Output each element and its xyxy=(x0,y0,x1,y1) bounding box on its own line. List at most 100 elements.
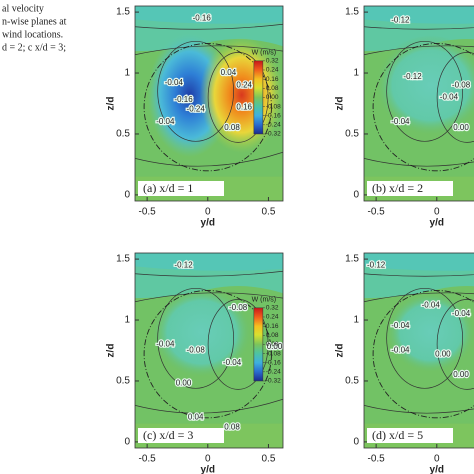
panel-label: (b) x/d = 2 xyxy=(372,181,423,195)
y-tick-label: 0.5 xyxy=(116,129,130,140)
contour-label: 0.00 xyxy=(453,123,469,132)
contour-label: -0.08 xyxy=(187,346,206,355)
contour-label: 0.04 xyxy=(188,413,204,422)
x-tick-label: -0.5 xyxy=(139,454,157,465)
colorbar-tick-label: 0.16 xyxy=(266,323,279,330)
x-tick-label: 0 xyxy=(434,454,440,465)
top-band xyxy=(135,253,283,271)
y-tick-label: 1.5 xyxy=(116,254,130,265)
colorbar-tick-label: -0.16 xyxy=(266,112,281,119)
colorbar-tick-label: -0.32 xyxy=(266,131,281,138)
y-tick-label: 0.5 xyxy=(345,129,359,140)
colorbar-title: W (m/s) xyxy=(252,297,277,304)
contour-label: -0.04 xyxy=(422,301,441,310)
colorbar-title: W (m/s) xyxy=(252,50,277,57)
contour-label: 0.08 xyxy=(224,422,240,431)
contour-line xyxy=(207,299,269,390)
contour-label: 0.00 xyxy=(267,342,283,351)
panel-label: (d) x/d = 5 xyxy=(372,428,423,442)
contour-label: -0.12 xyxy=(174,260,193,269)
panel: -0.12 -0.08 -0.04 -0.08 0.00 -0.04 0.00 0.04 0.0… xyxy=(106,252,284,474)
contour-line xyxy=(135,398,283,414)
colorbar-tick-label: 0.00 xyxy=(266,341,279,348)
contour-line xyxy=(386,287,464,389)
x-axis-label: y/d xyxy=(201,218,215,229)
contour-label: 0.04 xyxy=(221,68,237,77)
contour-label: -0.08 xyxy=(452,80,471,89)
caption: al velocity n-wise planes at wind locati… xyxy=(2,3,67,53)
caption-line: wind locations. xyxy=(2,29,63,40)
colorbar-tick-label: -0.16 xyxy=(266,359,281,366)
colorbar-tick-label: -0.24 xyxy=(266,122,281,129)
colorbar-tick-label: 0.16 xyxy=(266,76,279,83)
contour-line xyxy=(364,45,474,56)
contour-line xyxy=(364,273,474,277)
y-tick-label: 0 xyxy=(353,190,359,201)
rotor-outline xyxy=(143,290,272,419)
contour-label: 0.24 xyxy=(236,80,252,89)
contour-line xyxy=(135,45,283,56)
contour-line xyxy=(135,292,283,303)
colorbar-tick-label: -0.08 xyxy=(266,103,281,110)
y-tick-label: 0 xyxy=(124,437,130,448)
contour-label: -0.08 xyxy=(229,303,248,312)
colorbar-tick-label: 0.08 xyxy=(266,332,279,339)
contour-label: -0.04 xyxy=(391,117,410,126)
field: -0.12 -0.04 -0.04 -0.04 -0.04 0.00 0.00 xyxy=(364,253,474,448)
y-tick-label: 0 xyxy=(124,190,130,201)
x-tick-label: 0.5 xyxy=(261,207,275,218)
contour-line xyxy=(135,270,283,277)
x-tick-label: 0 xyxy=(205,454,211,465)
y-tick-label: 1 xyxy=(353,68,359,79)
contour-label: -0.04 xyxy=(391,321,410,330)
caption-line: d = 2; c x/d = 3; xyxy=(2,42,66,53)
contour-label: -0.12 xyxy=(367,260,386,269)
caption-line: al velocity xyxy=(2,3,44,14)
top-band xyxy=(364,6,474,24)
contour-label: -0.04 xyxy=(156,340,175,349)
y-axis-label: z/d xyxy=(335,97,346,111)
x-tick-label: 0 xyxy=(205,207,211,218)
plot-frame xyxy=(134,5,284,202)
colorbar xyxy=(253,60,264,135)
colorbar-tick-label: -0.08 xyxy=(266,350,281,357)
panel: -0.16 -0.04 0.04 -0.16 -0.24 0.24 0.16 0.08 -0.0… xyxy=(106,5,284,229)
panel-label-bg xyxy=(138,428,224,443)
colorbar-tick-label: 0.32 xyxy=(266,305,279,312)
panel-label-bg xyxy=(367,428,453,443)
x-tick-label: 0 xyxy=(434,207,440,218)
y-axis-label: z/d xyxy=(106,344,117,358)
rotor-outline xyxy=(143,43,272,172)
top-band xyxy=(135,6,283,24)
contour-label: 0.08 xyxy=(224,123,240,132)
plot-frame xyxy=(363,252,474,449)
x-axis-label: y/d xyxy=(430,465,444,474)
colorbar xyxy=(253,307,264,382)
contour-label: 0.00 xyxy=(176,379,192,388)
y-tick-label: 1 xyxy=(353,315,359,326)
plot-frame xyxy=(134,252,284,449)
panel: -0.12 -0.04 -0.04 -0.04 -0.04 0.00 0.00 -0.5 0 0.… xyxy=(335,252,474,474)
y-axis-label: z/d xyxy=(106,97,117,111)
contour-label: -0.12 xyxy=(403,72,422,81)
contour-line xyxy=(157,287,235,389)
blob xyxy=(386,292,474,373)
contour-label: -0.04 xyxy=(156,117,175,126)
y-tick-label: 0.5 xyxy=(345,376,359,387)
x-tick-label: -0.5 xyxy=(368,454,386,465)
panel-label-bg xyxy=(367,181,453,196)
contour-label: -0.04 xyxy=(440,93,459,102)
plots: -0.16 -0.04 0.04 -0.16 -0.24 0.24 0.16 0.08 -0.0… xyxy=(106,5,474,474)
colorbar-tick-label: 0.24 xyxy=(266,67,279,74)
contour-label: 0.00 xyxy=(453,370,469,379)
contour-label: -0.04 xyxy=(165,78,184,87)
y-tick-label: 1.5 xyxy=(345,254,359,265)
contour-line xyxy=(135,23,283,30)
y-tick-label: 0 xyxy=(353,437,359,448)
caption-line: n-wise planes at xyxy=(2,16,67,27)
contour-line xyxy=(135,151,283,167)
contour-label: 0.16 xyxy=(236,102,252,111)
contour-line xyxy=(364,292,474,303)
contour-label: -0.16 xyxy=(174,95,193,104)
